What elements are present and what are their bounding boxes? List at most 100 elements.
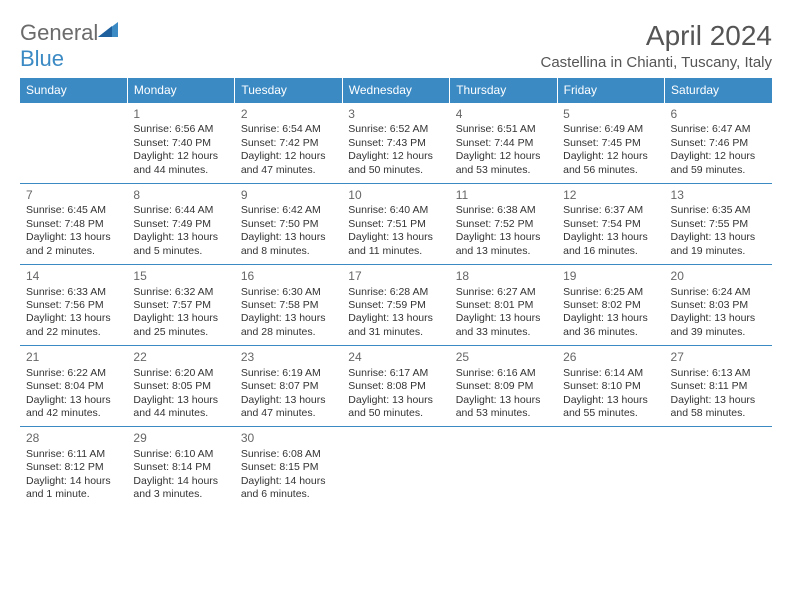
sunset: Sunset: 8:07 PM <box>241 380 336 393</box>
day-number: 30 <box>241 431 336 446</box>
daylight: Daylight: 14 hours and 3 minutes. <box>133 475 228 502</box>
sunset: Sunset: 7:46 PM <box>671 137 766 150</box>
sunrise: Sunrise: 6:10 AM <box>133 448 228 461</box>
col-saturday: Saturday <box>665 78 772 103</box>
daylight: Daylight: 13 hours and 5 minutes. <box>133 231 228 258</box>
daylight: Daylight: 12 hours and 53 minutes. <box>456 150 551 177</box>
sunrise: Sunrise: 6:17 AM <box>348 367 443 380</box>
sunrise: Sunrise: 6:37 AM <box>563 204 658 217</box>
day-number: 17 <box>348 269 443 284</box>
sunrise: Sunrise: 6:42 AM <box>241 204 336 217</box>
day-number: 2 <box>241 107 336 122</box>
brand-name-part2: Blue <box>20 46 64 71</box>
sunrise: Sunrise: 6:28 AM <box>348 286 443 299</box>
calendar-cell: 5Sunrise: 6:49 AMSunset: 7:45 PMDaylight… <box>557 103 664 184</box>
sunset: Sunset: 8:01 PM <box>456 299 551 312</box>
sunrise: Sunrise: 6:27 AM <box>456 286 551 299</box>
sunrise: Sunrise: 6:13 AM <box>671 367 766 380</box>
sunset: Sunset: 8:05 PM <box>133 380 228 393</box>
sunrise: Sunrise: 6:20 AM <box>133 367 228 380</box>
sunset: Sunset: 7:54 PM <box>563 218 658 231</box>
sunrise: Sunrise: 6:54 AM <box>241 123 336 136</box>
col-wednesday: Wednesday <box>342 78 449 103</box>
sunset: Sunset: 7:45 PM <box>563 137 658 150</box>
brand-logo: General Blue <box>20 20 120 72</box>
sunset: Sunset: 7:50 PM <box>241 218 336 231</box>
sunrise: Sunrise: 6:32 AM <box>133 286 228 299</box>
calendar-cell: 27Sunrise: 6:13 AMSunset: 8:11 PMDayligh… <box>665 346 772 427</box>
day-number: 9 <box>241 188 336 203</box>
day-number: 15 <box>133 269 228 284</box>
calendar-cell: 18Sunrise: 6:27 AMSunset: 8:01 PMDayligh… <box>450 265 557 346</box>
daylight: Daylight: 13 hours and 2 minutes. <box>26 231 121 258</box>
day-number: 11 <box>456 188 551 203</box>
sunset: Sunset: 8:08 PM <box>348 380 443 393</box>
calendar-cell: 13Sunrise: 6:35 AMSunset: 7:55 PMDayligh… <box>665 184 772 265</box>
sunrise: Sunrise: 6:11 AM <box>26 448 121 461</box>
calendar-week: 14Sunrise: 6:33 AMSunset: 7:56 PMDayligh… <box>20 265 772 346</box>
day-number: 3 <box>348 107 443 122</box>
brand-name-part1: General <box>20 20 98 45</box>
daylight: Daylight: 13 hours and 13 minutes. <box>456 231 551 258</box>
daylight: Daylight: 12 hours and 50 minutes. <box>348 150 443 177</box>
calendar-week: 21Sunrise: 6:22 AMSunset: 8:04 PMDayligh… <box>20 346 772 427</box>
sunrise: Sunrise: 6:47 AM <box>671 123 766 136</box>
calendar-cell: 8Sunrise: 6:44 AMSunset: 7:49 PMDaylight… <box>127 184 234 265</box>
day-number: 14 <box>26 269 121 284</box>
calendar-cell: 16Sunrise: 6:30 AMSunset: 7:58 PMDayligh… <box>235 265 342 346</box>
day-number: 25 <box>456 350 551 365</box>
day-number: 6 <box>671 107 766 122</box>
sunset: Sunset: 8:14 PM <box>133 461 228 474</box>
sunset: Sunset: 8:03 PM <box>671 299 766 312</box>
calendar-week: 1Sunrise: 6:56 AMSunset: 7:40 PMDaylight… <box>20 103 772 184</box>
sunset: Sunset: 7:48 PM <box>26 218 121 231</box>
calendar-cell: 2Sunrise: 6:54 AMSunset: 7:42 PMDaylight… <box>235 103 342 184</box>
calendar-cell <box>342 427 449 508</box>
calendar-cell: 11Sunrise: 6:38 AMSunset: 7:52 PMDayligh… <box>450 184 557 265</box>
sunrise: Sunrise: 6:19 AM <box>241 367 336 380</box>
daylight: Daylight: 12 hours and 44 minutes. <box>133 150 228 177</box>
sunset: Sunset: 7:55 PM <box>671 218 766 231</box>
daylight: Daylight: 13 hours and 47 minutes. <box>241 394 336 421</box>
daylight: Daylight: 14 hours and 6 minutes. <box>241 475 336 502</box>
day-number: 24 <box>348 350 443 365</box>
sunrise: Sunrise: 6:33 AM <box>26 286 121 299</box>
day-number: 10 <box>348 188 443 203</box>
sunset: Sunset: 8:02 PM <box>563 299 658 312</box>
sunrise: Sunrise: 6:44 AM <box>133 204 228 217</box>
calendar-table: Sunday Monday Tuesday Wednesday Thursday… <box>20 78 772 508</box>
daylight: Daylight: 13 hours and 8 minutes. <box>241 231 336 258</box>
daylight: Daylight: 13 hours and 55 minutes. <box>563 394 658 421</box>
sunrise: Sunrise: 6:38 AM <box>456 204 551 217</box>
daylight: Daylight: 13 hours and 19 minutes. <box>671 231 766 258</box>
calendar-cell: 22Sunrise: 6:20 AMSunset: 8:05 PMDayligh… <box>127 346 234 427</box>
brand-sail-icon <box>98 22 120 45</box>
sunrise: Sunrise: 6:35 AM <box>671 204 766 217</box>
sunrise: Sunrise: 6:45 AM <box>26 204 121 217</box>
sunset: Sunset: 7:40 PM <box>133 137 228 150</box>
col-tuesday: Tuesday <box>235 78 342 103</box>
sunrise: Sunrise: 6:52 AM <box>348 123 443 136</box>
brand-logo-text: General Blue <box>20 20 120 72</box>
day-number: 27 <box>671 350 766 365</box>
sunset: Sunset: 7:52 PM <box>456 218 551 231</box>
calendar-cell: 23 Sunrise: 6:19 AMSunset: 8:07 PMDayligh… <box>235 346 342 427</box>
day-number: 21 <box>26 350 121 365</box>
calendar-cell: 1Sunrise: 6:56 AMSunset: 7:40 PMDaylight… <box>127 103 234 184</box>
sunset: Sunset: 8:04 PM <box>26 380 121 393</box>
calendar-cell: 4Sunrise: 6:51 AMSunset: 7:44 PMDaylight… <box>450 103 557 184</box>
day-number: 23 <box>241 350 336 365</box>
month-title: April 2024 <box>541 20 773 52</box>
sunrise: Sunrise: 6:16 AM <box>456 367 551 380</box>
daylight: Daylight: 13 hours and 50 minutes. <box>348 394 443 421</box>
day-number: 19 <box>563 269 658 284</box>
daylight: Daylight: 12 hours and 56 minutes. <box>563 150 658 177</box>
day-number: 1 <box>133 107 228 122</box>
sunset: Sunset: 8:15 PM <box>241 461 336 474</box>
col-monday: Monday <box>127 78 234 103</box>
calendar-cell: 29 Sunrise: 6:10 AMSunset: 8:14 PMDayligh… <box>127 427 234 508</box>
sunrise: Sunrise: 6:08 AM <box>241 448 336 461</box>
day-number: 29 <box>133 431 228 446</box>
sunrise: Sunrise: 6:25 AM <box>563 286 658 299</box>
calendar-cell: 6Sunrise: 6:47 AMSunset: 7:46 PMDaylight… <box>665 103 772 184</box>
